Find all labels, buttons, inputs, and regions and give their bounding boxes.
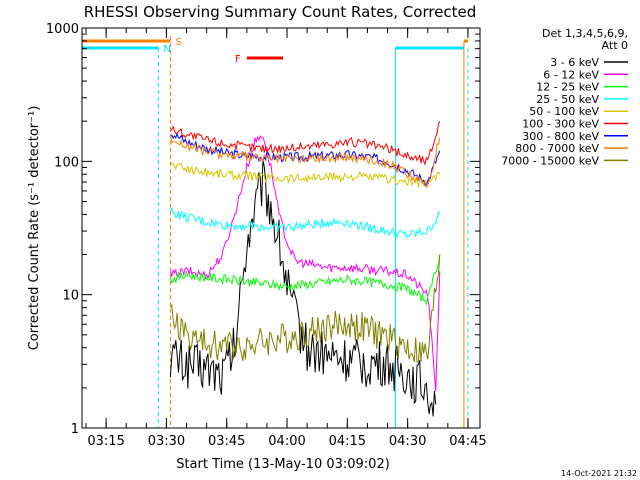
legend-header-line-2: Att 0: [602, 39, 628, 52]
x-axis-label: Start Time (13-May-10 03:09:02): [176, 457, 390, 472]
y-tick-label: 100: [54, 155, 79, 170]
x-tick-label: 03:30: [148, 434, 185, 449]
series-line-7000-15000-kev: [169, 254, 441, 363]
x-tick-label: 04:15: [329, 434, 366, 449]
plot-frame: [81, 27, 481, 429]
legend-label: 300 - 800 keV: [522, 130, 599, 143]
x-tick-label: 03:45: [208, 434, 245, 449]
legend-header-line-1: Det 1,3,4,5,6,9,: [542, 27, 628, 40]
legend-label: 6 - 12 keV: [543, 68, 599, 81]
timestamp: 14-Oct-2021 21:32: [561, 469, 637, 478]
axes: 1 10 100 1000 03:15 03:30 03:45 04:00 04:15 04:30…: [46, 22, 487, 449]
series-line-25-50-kev: [169, 207, 441, 240]
y-tick-label: 1000: [46, 22, 79, 37]
legend-label: 3 - 6 keV: [550, 56, 599, 69]
x-tick-label: 03:15: [87, 434, 124, 449]
marker-n-label: N: [163, 44, 170, 55]
marker-s-label: S: [175, 37, 181, 48]
y-axis-label: Corrected Count Rate (s⁻¹ detector⁻¹): [27, 106, 42, 351]
legend-label: 100 - 300 keV: [522, 118, 599, 131]
series-line-3-6-kev: [169, 159, 437, 417]
plot-area: SN F: [81, 36, 469, 428]
y-tick-label: 10: [62, 289, 79, 304]
series-line-800-7000-kev: [169, 134, 441, 188]
legend-label: 25 - 50 keV: [536, 93, 599, 106]
x-tick-label: 04:30: [389, 434, 426, 449]
series-line-12-25-kev: [169, 254, 441, 306]
x-tick-label: 04:45: [449, 434, 486, 449]
legend-label: 7000 - 15000 keV: [501, 154, 599, 167]
chart-title: RHESSI Observing Summary Count Rates, Co…: [84, 3, 477, 21]
legend-label: 12 - 25 keV: [536, 81, 599, 94]
series-line-50-100-kev: [169, 162, 441, 188]
legend-label: 800 - 7000 keV: [515, 142, 599, 155]
legend-label: 50 - 100 keV: [529, 105, 599, 118]
series-line-100-300-kev: [169, 120, 441, 166]
x-tick-label: 04:00: [268, 434, 305, 449]
y-tick-label: 1: [71, 422, 79, 437]
marker-f-label: F: [235, 54, 241, 65]
series-line-6-12-kev: [169, 135, 441, 392]
